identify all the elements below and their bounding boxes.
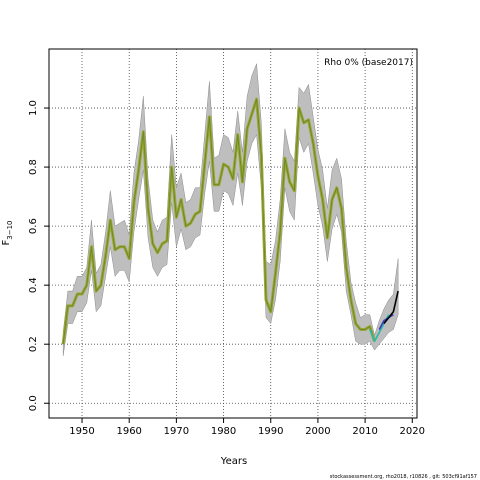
- x-tick-label: 1980: [211, 426, 236, 437]
- y-tick-label: 1.0: [28, 100, 39, 116]
- series-lines: [61, 97, 399, 345]
- y-axis-title-subscript: 3−10: [6, 221, 14, 240]
- y-tick-label: 0.2: [28, 336, 39, 352]
- confidence-band: [62, 63, 399, 357]
- x-tick-label: 2000: [305, 426, 330, 437]
- retro-series-line: [378, 314, 394, 330]
- x-axis-title: Years: [220, 456, 247, 467]
- main-series-line-inner: [62, 98, 376, 345]
- grid-lines: [49, 49, 417, 418]
- footer-credit: stockassessment.org, rho2018, r10826 , g…: [330, 474, 477, 480]
- annotation-label: Rho 0% (base2017): [324, 58, 413, 68]
- y-tick-label: 0.4: [28, 277, 39, 293]
- y-axis-title: F3−10: [1, 221, 14, 246]
- y-axis-title-main: F: [1, 240, 12, 246]
- y-axis: 0.0 0.2 0.4 0.6 0.8 1.0: [28, 100, 49, 411]
- x-tick-label: 2020: [400, 426, 425, 437]
- y-tick-label: 0.8: [28, 159, 39, 175]
- x-axis: 1950 1960 1970 1980 1990 2000 2010 2020: [69, 418, 425, 437]
- retro-series-line: [383, 290, 399, 325]
- confidence-bands: [62, 63, 399, 357]
- x-tick-label: 2010: [352, 426, 377, 437]
- x-tick-label: 1960: [116, 426, 141, 437]
- x-tick-label: 1990: [258, 426, 283, 437]
- x-tick-label: 1970: [164, 426, 189, 437]
- plot-frame: [48, 48, 418, 419]
- y-tick-label: 0.6: [28, 218, 39, 234]
- x-tick-label: 1950: [69, 426, 94, 437]
- y-tick-label: 0.0: [28, 395, 39, 411]
